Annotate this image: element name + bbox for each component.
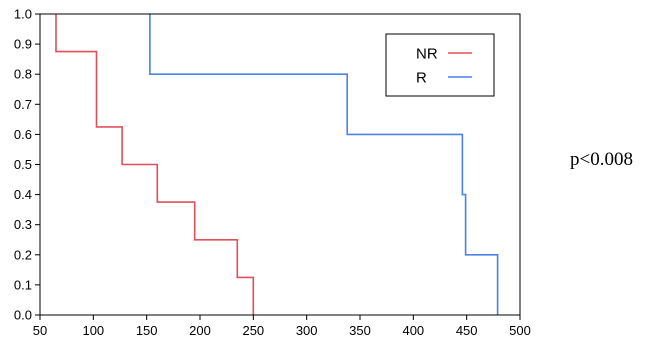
legend-label-r: R [416, 70, 427, 87]
series-line-nr [55, 14, 255, 315]
y-tick-label: 0.2 [14, 247, 32, 262]
y-tick-label: 0.3 [14, 217, 32, 232]
y-tick-label: 0.5 [14, 157, 32, 172]
x-tick-label: 350 [349, 323, 371, 338]
y-tick-label: 0.6 [14, 127, 32, 142]
y-tick-label: 0.1 [14, 277, 32, 292]
y-tick-label: 1.0 [14, 7, 32, 22]
x-tick-label: 150 [136, 323, 158, 338]
x-tick-label: 100 [82, 323, 104, 338]
x-tick-label: 50 [33, 323, 47, 338]
x-tick-label: 250 [242, 323, 264, 338]
y-tick-label: 0.4 [14, 187, 32, 202]
x-tick-label: 450 [456, 323, 478, 338]
x-tick-label: 300 [296, 323, 318, 338]
y-axis-ticks: 0.0 0.1 0.2 0.3 0.4 0.5 0.6 0.7 0.8 0.9 1.0 [14, 7, 40, 323]
y-tick-label: 0.7 [14, 97, 32, 112]
x-tick-label: 500 [509, 323, 531, 338]
plot-area [39, 13, 521, 316]
x-tick-label: 400 [402, 323, 424, 338]
y-tick-label: 0.8 [14, 67, 32, 82]
y-tick-label: 0.0 [14, 308, 32, 323]
legend-box [385, 33, 495, 97]
series-line-r [149, 14, 499, 315]
x-tick-label: 200 [189, 323, 211, 338]
legend: NR R [385, 33, 495, 97]
legend-label-nr: NR [416, 46, 438, 63]
x-axis-ticks: 50 100 150 200 250 300 350 400 450 500 [33, 315, 531, 338]
series-layer [55, 14, 499, 315]
p-value-annotation: p<0.008 [570, 149, 633, 170]
y-tick-label: 0.9 [14, 37, 32, 52]
